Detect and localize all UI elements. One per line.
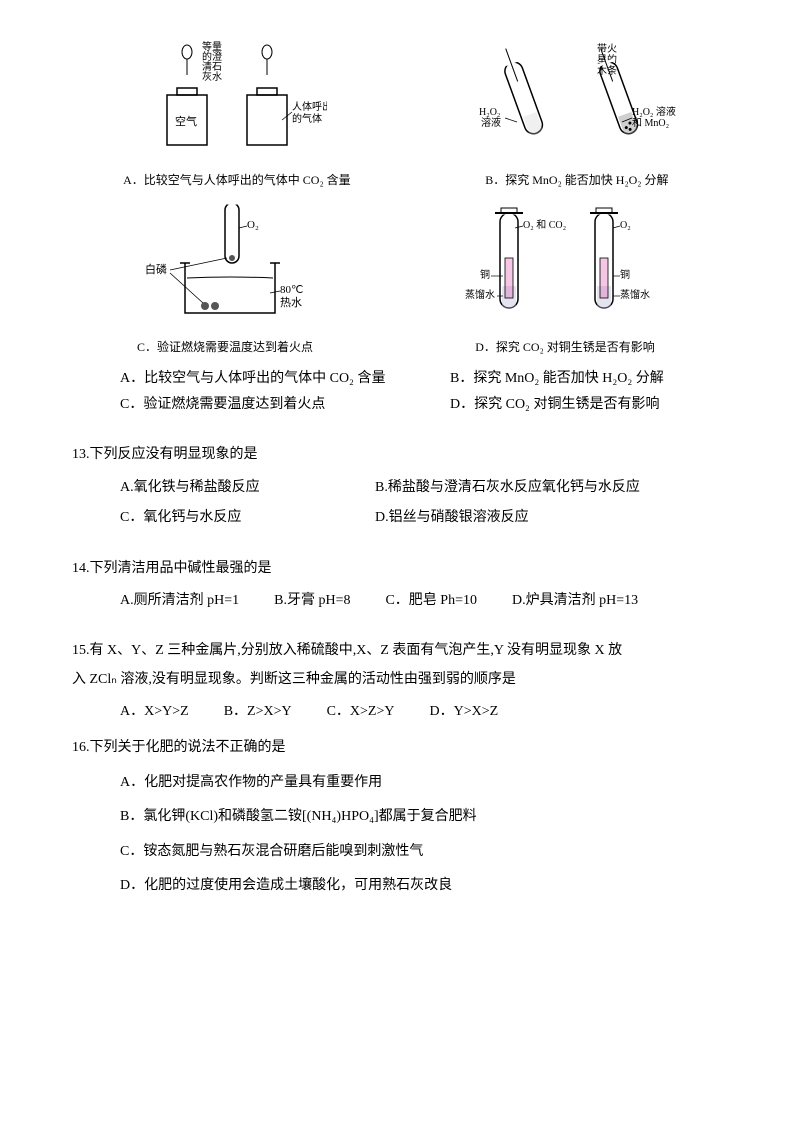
svg-text:O₂ 和 CO₂: O₂ 和 CO₂ <box>523 219 566 231</box>
option-b: B．探究 MnO₂ 能否加快 H₂O₂ 分解 <box>450 368 664 390</box>
diagram-b-svg: 带火 星的 木条 H₂O₂ 溶液 <box>477 40 677 160</box>
svg-text:白磷: 白磷 <box>145 262 167 276</box>
diagram-c-svg: O₂ 白磷 80℃ 热水 <box>135 198 315 328</box>
diagram-a-svg: 等量 的澄 清石 灰水 空气 人体呼出 的气体 <box>147 40 327 160</box>
q13-stem: 13.下列反应没有明显现象的是 <box>72 444 740 466</box>
diagram-d-svg: O₂ 和 CO₂ 铜 蒸馏水 O₂ 铜 蒸馏水 <box>465 198 665 328</box>
q13-c: C．氧化钙与水反应 <box>120 507 340 529</box>
svg-text:的气体: 的气体 <box>292 112 322 125</box>
svg-text:热水: 热水 <box>280 296 302 309</box>
svg-text:蒸馏水: 蒸馏水 <box>620 288 650 301</box>
option-a: A．比较空气与人体呼出的气体中 CO₂ 含量 <box>120 368 420 390</box>
diagram-b-caption: B．探究 MnO₂ 能否加快 H₂O₂ 分解 <box>477 171 677 190</box>
diagram-d-caption: D．探究 CO₂ 对铜生锈是否有影响 <box>465 338 665 357</box>
diagram-row-2: O₂ 白磷 80℃ 热水 C．验证燃烧需要温度达到着火点 <box>60 198 740 358</box>
q16-stem: 16.下列关于化肥的说法不正确的是 <box>72 737 740 759</box>
option-c: C．验证燃烧需要温度达到着火点 <box>120 394 420 416</box>
q14-stem: 14.下列清洁用品中碱性最强的是 <box>72 558 740 580</box>
svg-text:人体呼出: 人体呼出 <box>292 100 327 113</box>
question-13: 13.下列反应没有明显现象的是 A.氧化铁与稀盐酸反应 B.稀盐酸与澄清石灰水反… <box>60 444 740 529</box>
question-14: 14.下列清洁用品中碱性最强的是 A.厕所清洁剂 pH=1 B.牙膏 pH=8 … <box>60 558 740 613</box>
svg-text:80℃: 80℃ <box>280 284 303 296</box>
question-16: 16.下列关于化肥的说法不正确的是 A．化肥对提高农作物的产量具有重要作用 B．… <box>60 737 740 897</box>
q13-b: B.稀盐酸与澄清石灰水反应氧化钙与水反应 <box>375 477 640 499</box>
svg-text:铜: 铜 <box>480 269 490 281</box>
diagram-c-caption: C．验证燃烧需要温度达到着火点 <box>135 338 315 357</box>
q13-d: D.铝丝与硝酸银溶液反应 <box>375 507 529 529</box>
svg-text:H₂O₂: H₂O₂ <box>479 107 500 118</box>
q14-c: C．肥皂 Ph=10 <box>385 590 477 612</box>
diagram-b: 带火 星的 木条 H₂O₂ 溶液 <box>477 40 677 190</box>
q15-a: A．X>Y>Z <box>120 701 189 723</box>
diagram-d: O₂ 和 CO₂ 铜 蒸馏水 O₂ 铜 蒸馏水 D．探 <box>465 198 665 358</box>
q16-b: B．氯化钾(KCl)和磷酸氢二铵[(NH₄)HPO₄]都属于复合肥料 <box>120 806 740 828</box>
q15-d: D．Y>X>Z <box>430 701 499 723</box>
q14-d: D.炉具清洁剂 pH=13 <box>512 590 638 612</box>
svg-text:O₂: O₂ <box>247 219 259 231</box>
option-d: D．探究 CO₂ 对铜生锈是否有影响 <box>450 394 659 416</box>
diagram-c: O₂ 白磷 80℃ 热水 C．验证燃烧需要温度达到着火点 <box>135 198 315 358</box>
diagram-a: 等量 的澄 清石 灰水 空气 人体呼出 的气体 A．比较空气与人体呼出的气体中 … <box>123 40 351 190</box>
q16-d: D．化肥的过度使用会造成土壤酸化，可用熟石灰改良 <box>120 875 740 897</box>
q12-options: A．比较空气与人体呼出的气体中 CO₂ 含量 B．探究 MnO₂ 能否加快 H₂… <box>120 368 740 390</box>
diagram-row-1: 等量 的澄 清石 灰水 空气 人体呼出 的气体 A．比较空气与人体呼出的气体中 … <box>60 40 740 190</box>
svg-text:溶液: 溶液 <box>481 116 501 129</box>
q15-stem2: 入 ZClₙ 溶液,没有明显现象。判断这三种金属的活动性由强到弱的顺序是 <box>72 669 740 691</box>
svg-text:O₂: O₂ <box>620 220 631 231</box>
q15-b: B．Z>X>Y <box>224 701 292 723</box>
svg-text:空气: 空气 <box>175 114 197 128</box>
svg-text:H₂O₂ 溶液: H₂O₂ 溶液 <box>632 105 676 118</box>
q15-stem1: 15.有 X、Y、Z 三种金属片,分别放入稀硫酸中,X、Z 表面有气泡产生,Y … <box>72 640 740 662</box>
diagram-a-caption: A．比较空气与人体呼出的气体中 CO₂ 含量 <box>123 171 351 190</box>
q16-a: A．化肥对提高农作物的产量具有重要作用 <box>120 772 740 794</box>
question-15: 15.有 X、Y、Z 三种金属片,分别放入稀硫酸中,X、Z 表面有气泡产生,Y … <box>60 640 740 723</box>
q15-c: C．X>Z>Y <box>327 701 395 723</box>
q14-b: B.牙膏 pH=8 <box>274 590 350 612</box>
svg-text:蒸馏水: 蒸馏水 <box>465 288 495 301</box>
svg-text:带火: 带火 <box>597 43 617 55</box>
q12-options-2: C．验证燃烧需要温度达到着火点 D．探究 CO₂ 对铜生锈是否有影响 <box>120 394 740 416</box>
svg-text:灰水: 灰水 <box>202 70 222 83</box>
svg-text:铜: 铜 <box>620 269 630 281</box>
q13-a: A.氧化铁与稀盐酸反应 <box>120 477 340 499</box>
q16-c: C．铵态氮肥与熟石灰混合研磨后能嗅到刺激性气 <box>120 841 740 863</box>
svg-text:和 MnO₂: 和 MnO₂ <box>632 117 669 129</box>
q14-a: A.厕所清洁剂 pH=1 <box>120 590 239 612</box>
